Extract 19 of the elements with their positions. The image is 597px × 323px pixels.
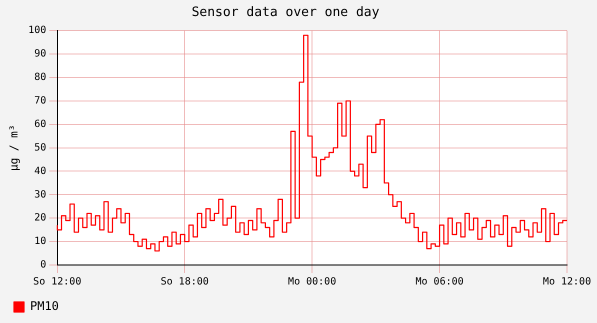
- y-tick-label: 20: [34, 212, 46, 224]
- x-tick-label: Mo 00:00: [288, 276, 336, 288]
- x-tick-label: So 18:00: [160, 276, 209, 288]
- y-tick-label: 0: [40, 260, 46, 271]
- y-tick-label: 40: [34, 166, 46, 177]
- y-tick-label: 60: [34, 118, 46, 130]
- x-tick-label: Mo 12:00: [542, 276, 592, 288]
- y-tick-label: 80: [34, 72, 46, 84]
- y-tick-label: 70: [34, 96, 46, 107]
- y-axis-title: µg / m³: [7, 124, 20, 171]
- x-tick-label: So 12:00: [33, 276, 82, 288]
- y-tick-label: 100: [28, 25, 46, 36]
- y-tick-label: 30: [34, 189, 46, 200]
- y-tick-label: 50: [34, 142, 46, 154]
- y-tick-label: 90: [34, 48, 46, 60]
- y-tick-label: 10: [34, 236, 46, 248]
- chart-title: Sensor data over one day: [192, 5, 380, 20]
- legend-label: PM10: [30, 299, 59, 314]
- x-tick-label: Mo 06:00: [415, 276, 464, 288]
